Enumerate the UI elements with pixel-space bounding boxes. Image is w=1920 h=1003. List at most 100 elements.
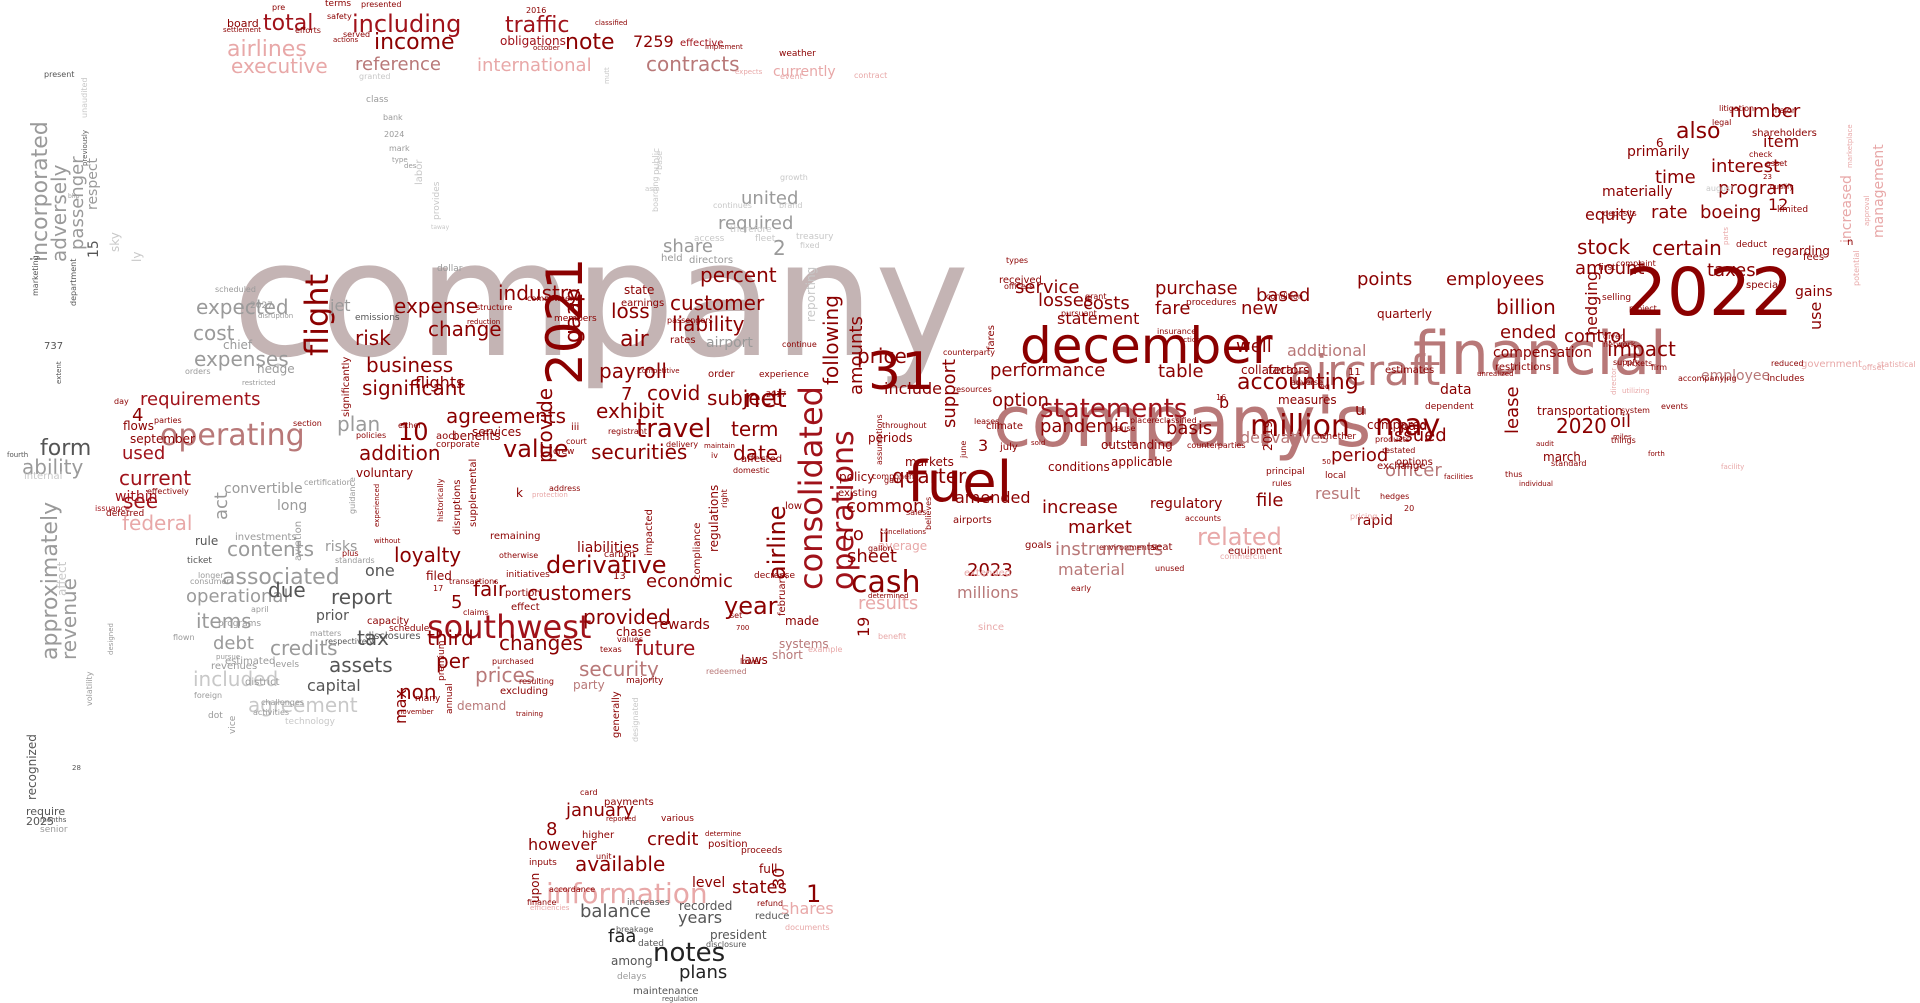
cloud-word: class <box>366 95 389 106</box>
cloud-word: present <box>44 70 75 80</box>
cloud-word: customer <box>670 291 765 315</box>
cloud-word: existing <box>838 487 878 499</box>
cloud-word: pricing <box>1350 512 1378 522</box>
cloud-word: billion <box>1496 295 1556 319</box>
cloud-word: november <box>398 708 434 717</box>
cloud-word: interest <box>1711 155 1781 177</box>
cloud-word: low <box>785 500 803 512</box>
cloud-word: aviation <box>293 520 304 561</box>
cloud-word: millions <box>957 583 1019 603</box>
cloud-word: share <box>663 235 713 257</box>
cloud-word: experienced <box>373 483 381 527</box>
cloud-word: card <box>580 788 598 798</box>
cloud-word: remaining <box>490 530 541 542</box>
cloud-word: derivatives <box>1240 428 1329 448</box>
cloud-word: safety <box>327 12 352 22</box>
cloud-word: transportation <box>1537 403 1623 418</box>
cloud-word: item <box>1763 132 1800 152</box>
cloud-word: fourth <box>7 451 29 460</box>
cloud-word: million <box>1250 408 1350 444</box>
cloud-word: counterparty <box>943 348 995 358</box>
cloud-word: services <box>472 424 522 439</box>
cloud-word: order <box>708 368 735 380</box>
cloud-word: firm <box>1651 363 1667 373</box>
cloud-word: carbon <box>604 550 636 561</box>
cloud-word: used <box>122 442 166 464</box>
cloud-word: marketplace <box>1846 124 1854 168</box>
cloud-word: loss <box>611 299 650 323</box>
cloud-word: accounting <box>1237 370 1359 396</box>
cloud-word: effective <box>680 37 724 49</box>
cloud-word: fees <box>1803 251 1825 263</box>
cloud-word: throughout <box>882 421 927 431</box>
cloud-word: major <box>1772 106 1796 116</box>
cloud-word: whether <box>1319 432 1357 443</box>
cloud-word: standards <box>335 556 375 566</box>
cloud-word: 28 <box>72 764 81 773</box>
cloud-word: level <box>692 875 726 892</box>
cloud-word: delivery <box>666 440 699 450</box>
cloud-word: current <box>119 466 192 490</box>
cloud-word: term <box>731 417 779 441</box>
cloud-word: 6 <box>1656 135 1664 150</box>
cloud-word: extended <box>964 567 1012 579</box>
cloud-word: one <box>365 561 395 581</box>
cloud-word: check <box>1749 150 1773 160</box>
cloud-word: procedures <box>1186 298 1237 309</box>
cloud-word: granted <box>359 72 391 82</box>
cloud-word: affect <box>55 561 69 596</box>
cloud-word: potential <box>1852 250 1861 286</box>
cloud-word: management <box>1871 144 1887 238</box>
cloud-word: file <box>1256 489 1284 511</box>
cloud-word: rate <box>1651 201 1688 223</box>
cloud-word: following <box>819 295 843 385</box>
cloud-word: due <box>268 578 306 602</box>
cloud-word: price <box>857 344 907 368</box>
cloud-word: dot <box>208 711 223 722</box>
cloud-word: deduct <box>1736 240 1768 251</box>
cloud-word: 2016 <box>526 6 547 16</box>
cloud-word: 700 <box>736 624 750 633</box>
cloud-word: extent <box>55 361 63 384</box>
cloud-word: products <box>1375 435 1410 445</box>
cloud-word: transactions <box>449 577 499 587</box>
cloud-word: tickets <box>1626 359 1653 369</box>
cloud-word: equity <box>1585 205 1636 225</box>
cloud-word: litigation <box>1719 104 1755 114</box>
cloud-word: government <box>1801 358 1862 370</box>
cloud-word: per <box>436 649 470 673</box>
cloud-word: 31 <box>868 341 935 402</box>
cloud-word: 17 <box>433 584 444 594</box>
cloud-word: annual <box>445 683 455 714</box>
cloud-word: commitments <box>527 294 583 304</box>
cloud-word: accompanying <box>1678 374 1737 384</box>
cloud-word: risk <box>355 326 391 350</box>
cloud-word: k <box>516 485 523 500</box>
cloud-word: provide <box>533 387 557 463</box>
cloud-word: value <box>503 434 569 463</box>
cloud-word: events <box>1661 402 1688 412</box>
cloud-word: position <box>708 838 748 850</box>
cloud-word: continues <box>713 201 752 211</box>
cloud-word: historically <box>436 478 445 522</box>
cloud-word: schedule <box>389 624 430 635</box>
cloud-word: initiatives <box>506 570 550 581</box>
cloud-word: industry <box>498 281 580 305</box>
cloud-word: pursuant <box>1061 309 1097 319</box>
cloud-word: parts <box>1722 226 1730 245</box>
cloud-word: amended <box>955 488 1031 508</box>
cloud-word: airports <box>953 514 992 526</box>
cloud-word: hedges <box>1380 492 1410 502</box>
cloud-word: contracts <box>646 52 740 76</box>
cloud-word: includes <box>1767 374 1805 385</box>
cloud-word: new <box>1241 297 1279 319</box>
cloud-word: protection <box>532 491 568 500</box>
cloud-word: paid <box>1401 418 1427 433</box>
cloud-word: terms <box>325 0 352 10</box>
cloud-word: recognized <box>25 734 39 800</box>
cloud-word: 11 <box>1348 366 1361 378</box>
cloud-word: generally <box>611 691 622 738</box>
cloud-word: proceeds <box>741 846 783 857</box>
cloud-word: 2022 <box>1625 253 1793 331</box>
cloud-word: directors <box>689 254 734 266</box>
